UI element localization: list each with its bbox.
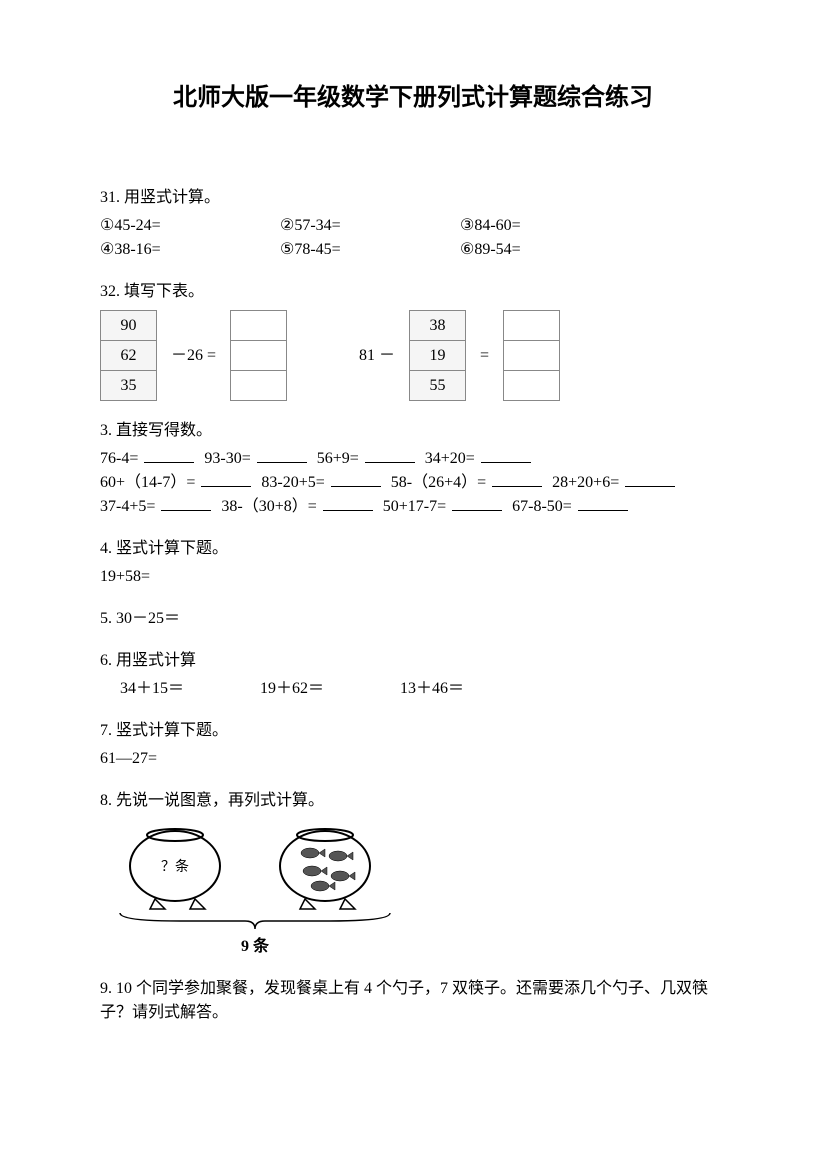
q3-item: 38-（30+8）= <box>221 498 316 515</box>
q6-item-3: 13＋46＝ <box>400 677 540 701</box>
q32-right-output <box>503 310 560 401</box>
q3-item: 56+9= <box>317 450 359 467</box>
brace-icon <box>100 911 410 933</box>
cell-empty <box>231 311 287 341</box>
cell: 62 <box>101 341 157 371</box>
q31-item-1: ①45-24= <box>100 214 280 238</box>
fishbowl-right-icon <box>270 821 380 911</box>
question-6: 6. 用竖式计算 34＋15＝ 19＋62＝ 13＋46＝ <box>100 649 726 701</box>
q32-left-input: 90 62 35 <box>100 310 157 401</box>
q9-label: 9. 10 个同学参加聚餐，发现餐桌上有 4 个勺子，7 双筷子。还需要添几个勺… <box>100 977 726 1025</box>
q32-label: 32. 填写下表。 <box>100 280 726 304</box>
q6-item-1: 34＋15＝ <box>120 677 260 701</box>
cell: 35 <box>101 371 157 401</box>
question-7: 7. 竖式计算下题。 61—27= <box>100 719 726 771</box>
q4-label: 4. 竖式计算下题。 <box>100 537 726 561</box>
question-3: 3. 直接写得数。 76-4= 93-30= 56+9= 34+20= 60+（… <box>100 419 726 519</box>
q3-item: 28+20+6= <box>552 474 619 491</box>
q3-item: 60+（14-7）= <box>100 474 195 491</box>
q31-item-2: ②57-34= <box>280 214 460 238</box>
q3-line2: 60+（14-7）= 83-20+5= 58-（26+4）= 28+20+6= <box>100 471 726 495</box>
q4-item: 19+58= <box>100 565 726 589</box>
q32-right-post: = <box>474 344 495 368</box>
cell-empty <box>504 341 560 371</box>
q8-label: 8. 先说一说图意，再列式计算。 <box>100 789 726 813</box>
question-5: 5. 30－25＝ <box>100 607 726 631</box>
cell: 38 <box>410 311 466 341</box>
q3-item: 76-4= <box>100 450 138 467</box>
bowl1-text: ？条 <box>161 858 189 875</box>
q31-item-5: ⑤78-45= <box>280 238 460 262</box>
q32-left-op: －26 = <box>165 344 222 368</box>
q32-left-output <box>230 310 287 401</box>
q3-item: 37-4+5= <box>100 498 155 515</box>
q3-item: 93-30= <box>204 450 250 467</box>
q31-item-6: ⑥89-54= <box>460 238 640 262</box>
q32-right-input: 38 19 55 <box>409 310 466 401</box>
cell-empty <box>231 371 287 401</box>
question-31: 31. 用竖式计算。 ①45-24= ②57-34= ③84-60= ④38-1… <box>100 186 726 262</box>
cell-empty <box>504 371 560 401</box>
q31-label: 31. 用竖式计算。 <box>100 186 726 210</box>
cell-empty <box>231 341 287 371</box>
cell-empty <box>504 311 560 341</box>
q3-item: 83-20+5= <box>261 474 324 491</box>
question-8: 8. 先说一说图意，再列式计算。 ？条 <box>100 789 726 959</box>
q31-item-4: ④38-16= <box>100 238 280 262</box>
question-9: 9. 10 个同学参加聚餐，发现餐桌上有 4 个勺子，7 双筷子。还需要添几个勺… <box>100 977 726 1025</box>
cell: 90 <box>101 311 157 341</box>
fishbowl-left-icon: ？条 <box>120 821 230 911</box>
q5-label: 5. 30－25＝ <box>100 607 726 631</box>
cell: 55 <box>410 371 466 401</box>
q3-line1: 76-4= 93-30= 56+9= 34+20= <box>100 447 726 471</box>
cell: 19 <box>410 341 466 371</box>
q3-item: 58-（26+4）= <box>391 474 486 491</box>
question-32: 32. 填写下表。 90 62 35 －26 = 81 － 38 19 55 = <box>100 280 726 401</box>
q3-item: 34+20= <box>425 450 475 467</box>
q3-item: 67-8-50= <box>512 498 572 515</box>
q6-label: 6. 用竖式计算 <box>100 649 726 673</box>
question-4: 4. 竖式计算下题。 19+58= <box>100 537 726 589</box>
q7-item: 61—27= <box>100 747 726 771</box>
q6-item-2: 19＋62＝ <box>260 677 400 701</box>
q31-item-3: ③84-60= <box>460 214 640 238</box>
q3-label: 3. 直接写得数。 <box>100 419 726 443</box>
page-title: 北师大版一年级数学下册列式计算题综合练习 <box>100 80 726 116</box>
q32-right-pre: 81 － <box>353 344 401 368</box>
q7-label: 7. 竖式计算下题。 <box>100 719 726 743</box>
q8-total: 9 条 <box>100 935 410 959</box>
q3-item: 50+17-7= <box>383 498 446 515</box>
q3-line3: 37-4+5= 38-（30+8）= 50+17-7= 67-8-50= <box>100 495 726 519</box>
